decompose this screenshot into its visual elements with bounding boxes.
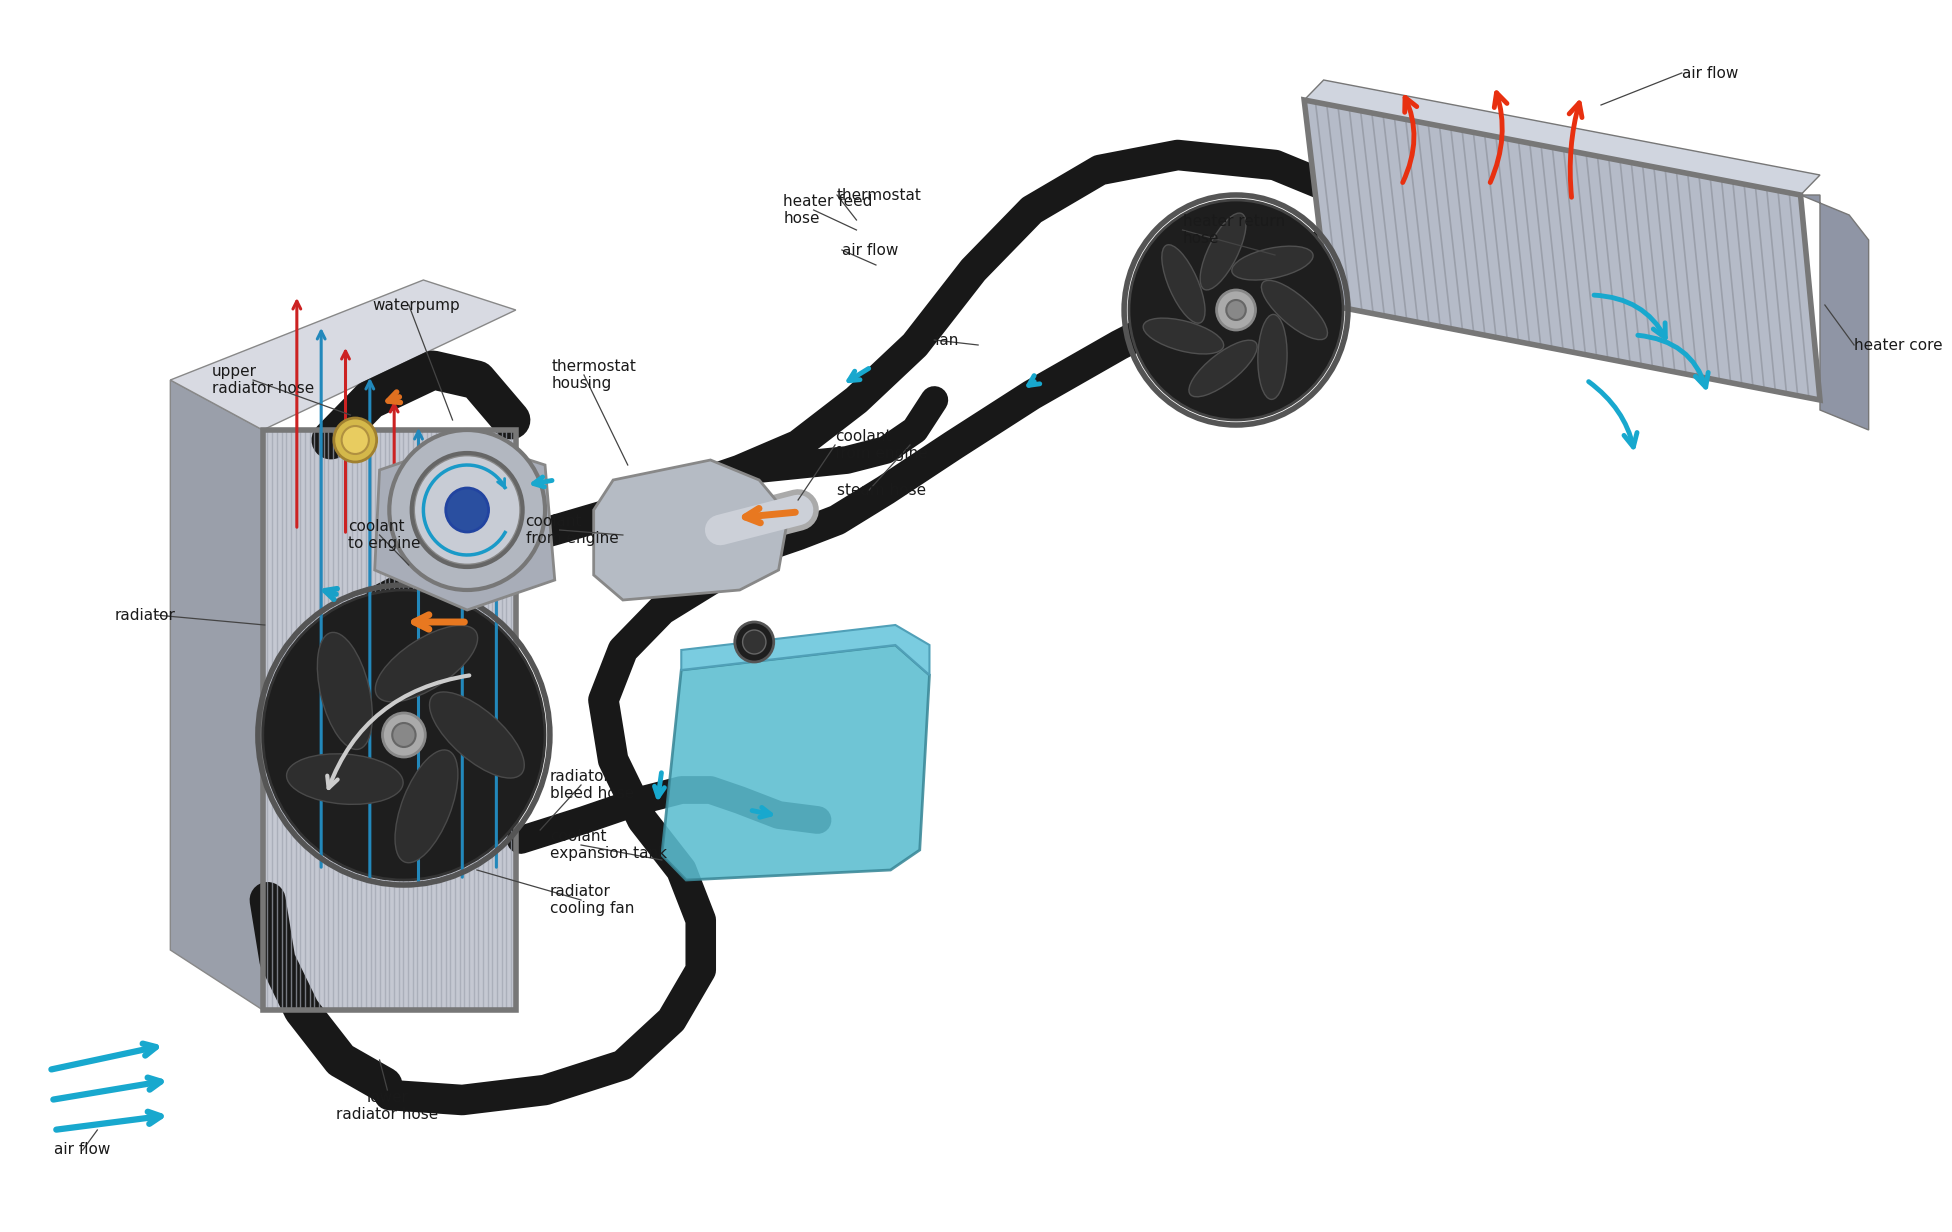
Text: thermostat
housing: thermostat housing (552, 359, 636, 392)
Text: air flow: air flow (53, 1142, 109, 1158)
Text: fan: fan (935, 333, 958, 347)
Circle shape (1226, 301, 1245, 320)
Ellipse shape (1144, 318, 1224, 354)
Circle shape (264, 590, 545, 880)
Circle shape (383, 713, 426, 756)
Text: radiator
cooling fan: radiator cooling fan (550, 883, 634, 917)
Ellipse shape (287, 754, 404, 804)
Text: coolant
expansion tank: coolant expansion tank (550, 829, 668, 861)
Circle shape (742, 630, 765, 654)
Polygon shape (264, 430, 515, 1010)
Polygon shape (170, 280, 515, 430)
Ellipse shape (394, 750, 459, 862)
Text: steam hose: steam hose (837, 483, 925, 498)
Text: radiator: radiator (115, 607, 176, 622)
Ellipse shape (1189, 340, 1257, 397)
Text: heater feed
hose: heater feed hose (783, 193, 873, 227)
Polygon shape (681, 625, 929, 675)
Polygon shape (1304, 100, 1819, 400)
Ellipse shape (1232, 246, 1314, 280)
Polygon shape (1800, 195, 1868, 430)
Text: waterpump: waterpump (373, 297, 461, 313)
Circle shape (414, 455, 521, 565)
Text: heater return
hose: heater return hose (1183, 214, 1284, 246)
Polygon shape (170, 379, 264, 1010)
Text: air flow: air flow (841, 243, 898, 257)
Text: lower
radiator hose: lower radiator hose (336, 1090, 439, 1122)
Polygon shape (662, 646, 929, 880)
Polygon shape (593, 460, 789, 600)
Polygon shape (375, 440, 554, 610)
Ellipse shape (1257, 314, 1286, 399)
Circle shape (1216, 290, 1255, 330)
Text: coolant
from engine: coolant from engine (525, 514, 619, 546)
Circle shape (1128, 200, 1343, 420)
Circle shape (334, 418, 377, 462)
Ellipse shape (1261, 281, 1327, 340)
Text: radiator
bleed hose: radiator bleed hose (550, 769, 634, 801)
Text: coolant
from engine: coolant from engine (835, 429, 927, 461)
Text: heater core: heater core (1854, 338, 1942, 352)
Ellipse shape (375, 626, 478, 702)
Ellipse shape (429, 692, 525, 779)
Ellipse shape (1200, 213, 1245, 290)
Circle shape (342, 426, 369, 455)
Text: coolant
to engine: coolant to engine (347, 519, 422, 551)
Circle shape (734, 622, 773, 662)
Polygon shape (1304, 80, 1819, 195)
Ellipse shape (318, 632, 373, 749)
Ellipse shape (1161, 245, 1204, 323)
Circle shape (445, 488, 488, 532)
Text: air flow: air flow (1683, 65, 1737, 80)
Text: thermostat: thermostat (837, 187, 921, 202)
Text: upper
radiator hose: upper radiator hose (213, 363, 314, 397)
Circle shape (392, 723, 416, 747)
Circle shape (388, 430, 545, 590)
